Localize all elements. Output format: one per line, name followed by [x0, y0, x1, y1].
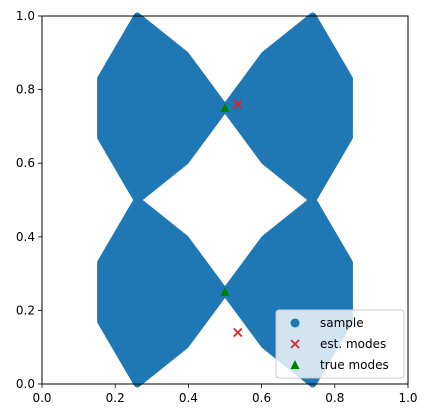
legend-marker [290, 318, 300, 328]
y-tick-label: 0.6 [16, 156, 35, 170]
legend-label: est. modes [320, 337, 386, 351]
x-tick-label: 0.4 [179, 391, 198, 405]
legend-label: true modes [320, 358, 389, 372]
sample-region [221, 12, 353, 204]
est-mode-point [233, 327, 243, 338]
y-tick-label: 0.8 [16, 83, 35, 97]
x-tick-label: 0.6 [252, 391, 271, 405]
x-tick-label: 1.0 [398, 391, 417, 405]
true-mode-point [220, 103, 230, 112]
sample-region [97, 196, 229, 388]
x-tick-label: 0.8 [325, 391, 344, 405]
x-axis: 0.0 0.2 0.4 0.6 0.8 1.0 [32, 384, 418, 405]
legend-marker [290, 339, 300, 349]
y-axis: 0.0 0.2 0.4 0.6 0.8 1.0 [16, 9, 42, 391]
y-tick-label: 0.2 [16, 303, 35, 317]
legend-box [275, 309, 405, 379]
y-tick-label: 0.0 [16, 377, 35, 391]
y-tick-label: 1.0 [16, 9, 35, 23]
x-tick-label: 0.2 [106, 391, 125, 405]
x-tick-label: 0.0 [32, 391, 51, 405]
sample-region [97, 12, 229, 204]
est-mode-point [233, 99, 243, 109]
legend-label: sample [320, 316, 364, 330]
legend: sample est. modes true modes [275, 309, 405, 379]
axes-frame [41, 15, 409, 385]
true-mode-point [220, 287, 230, 296]
legend-marker [290, 360, 300, 369]
y-tick-label: 0.4 [16, 230, 35, 244]
